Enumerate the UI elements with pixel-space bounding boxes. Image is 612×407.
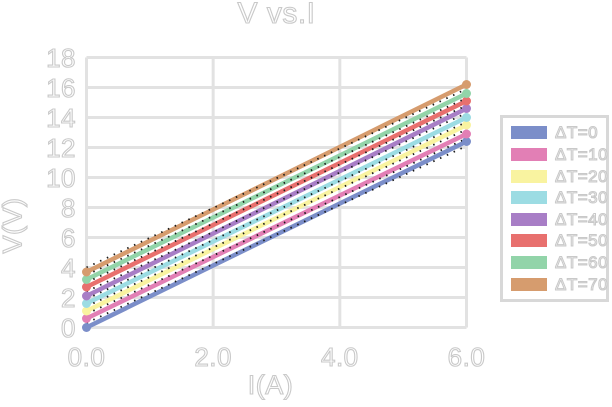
- y-tick-label: 0: [60, 312, 76, 343]
- series-line: [84, 122, 469, 314]
- series-line: [84, 82, 469, 275]
- x-tick-label: 2.0: [194, 342, 232, 372]
- legend-label: ΔT=40: [554, 209, 609, 229]
- series-marker: [82, 299, 91, 308]
- legend-label: ΔT=70: [554, 274, 609, 294]
- y-axis-label: V(V): [0, 197, 28, 254]
- legend-item: ΔT=0: [511, 123, 606, 143]
- series-marker: [82, 314, 91, 323]
- series-marker: [82, 282, 91, 292]
- series-marker: [82, 291, 91, 301]
- series-line: [84, 91, 469, 282]
- legend: ΔT=0 ΔT=10 ΔT=20 ΔT=30 ΔT=40 ΔT=50 ΔT=60 ΔT=70: [500, 115, 609, 302]
- y-tick-label: 12: [46, 132, 77, 163]
- series-line: [84, 115, 469, 306]
- y-tick-label: 18: [46, 42, 77, 73]
- series-marker: [462, 129, 471, 139]
- series-marker: [462, 96, 471, 106]
- y-tick-label: 2: [60, 282, 76, 313]
- series-marker: [462, 137, 471, 146]
- series-line: [84, 98, 469, 290]
- series-marker: [82, 306, 91, 316]
- series-marker: [82, 275, 91, 284]
- x-tick-label: 4.0: [320, 342, 359, 372]
- series-marker: [462, 113, 471, 122]
- legend-swatch: [511, 191, 547, 205]
- series-marker: [82, 267, 91, 277]
- series-marker: [462, 120, 471, 130]
- legend-label: ΔT=0: [554, 123, 599, 143]
- series-line: [84, 106, 469, 299]
- legend-item: ΔT=40: [511, 209, 609, 229]
- legend-item: ΔT=20: [511, 166, 609, 186]
- x-tick-label: 0.0: [67, 342, 106, 372]
- series-line: [84, 131, 469, 321]
- legend-item: ΔT=10: [511, 144, 609, 164]
- legend-swatch: [511, 256, 547, 270]
- y-tick-label: 16: [46, 72, 77, 103]
- y-tick-label: 8: [60, 192, 76, 223]
- legend-label: ΔT=30: [554, 188, 609, 208]
- legend-item: ΔT=50: [511, 231, 609, 251]
- legend-item: ΔT=60: [511, 253, 609, 273]
- x-tick-label: 6.0: [447, 342, 486, 372]
- legend-swatch: [511, 147, 547, 161]
- y-tick-label: 14: [46, 102, 77, 133]
- legend-swatch: [511, 277, 547, 291]
- legend-swatch: [511, 234, 547, 248]
- series-marker: [82, 323, 91, 332]
- series-line: [84, 139, 469, 330]
- series-marker: [462, 104, 471, 113]
- legend-label: ΔT=20: [554, 166, 609, 186]
- legend-swatch: [511, 169, 547, 183]
- x-axis-label: I(A): [247, 370, 294, 400]
- legend-swatch: [511, 212, 547, 226]
- legend-label: ΔT=10: [554, 144, 609, 164]
- legend-item: ΔT=70: [511, 274, 609, 294]
- chart-title: V vs.I: [237, 0, 316, 30]
- legend-label: ΔT=50: [554, 231, 609, 251]
- y-tick-label: 10: [46, 162, 77, 193]
- series-marker: [462, 89, 471, 98]
- legend-label: ΔT=60: [554, 253, 609, 273]
- legend-swatch: [511, 126, 547, 140]
- legend-item: ΔT=30: [511, 188, 609, 208]
- series-marker: [462, 80, 471, 89]
- y-tick-label: 4: [60, 252, 76, 283]
- y-tick-label: 6: [60, 222, 76, 253]
